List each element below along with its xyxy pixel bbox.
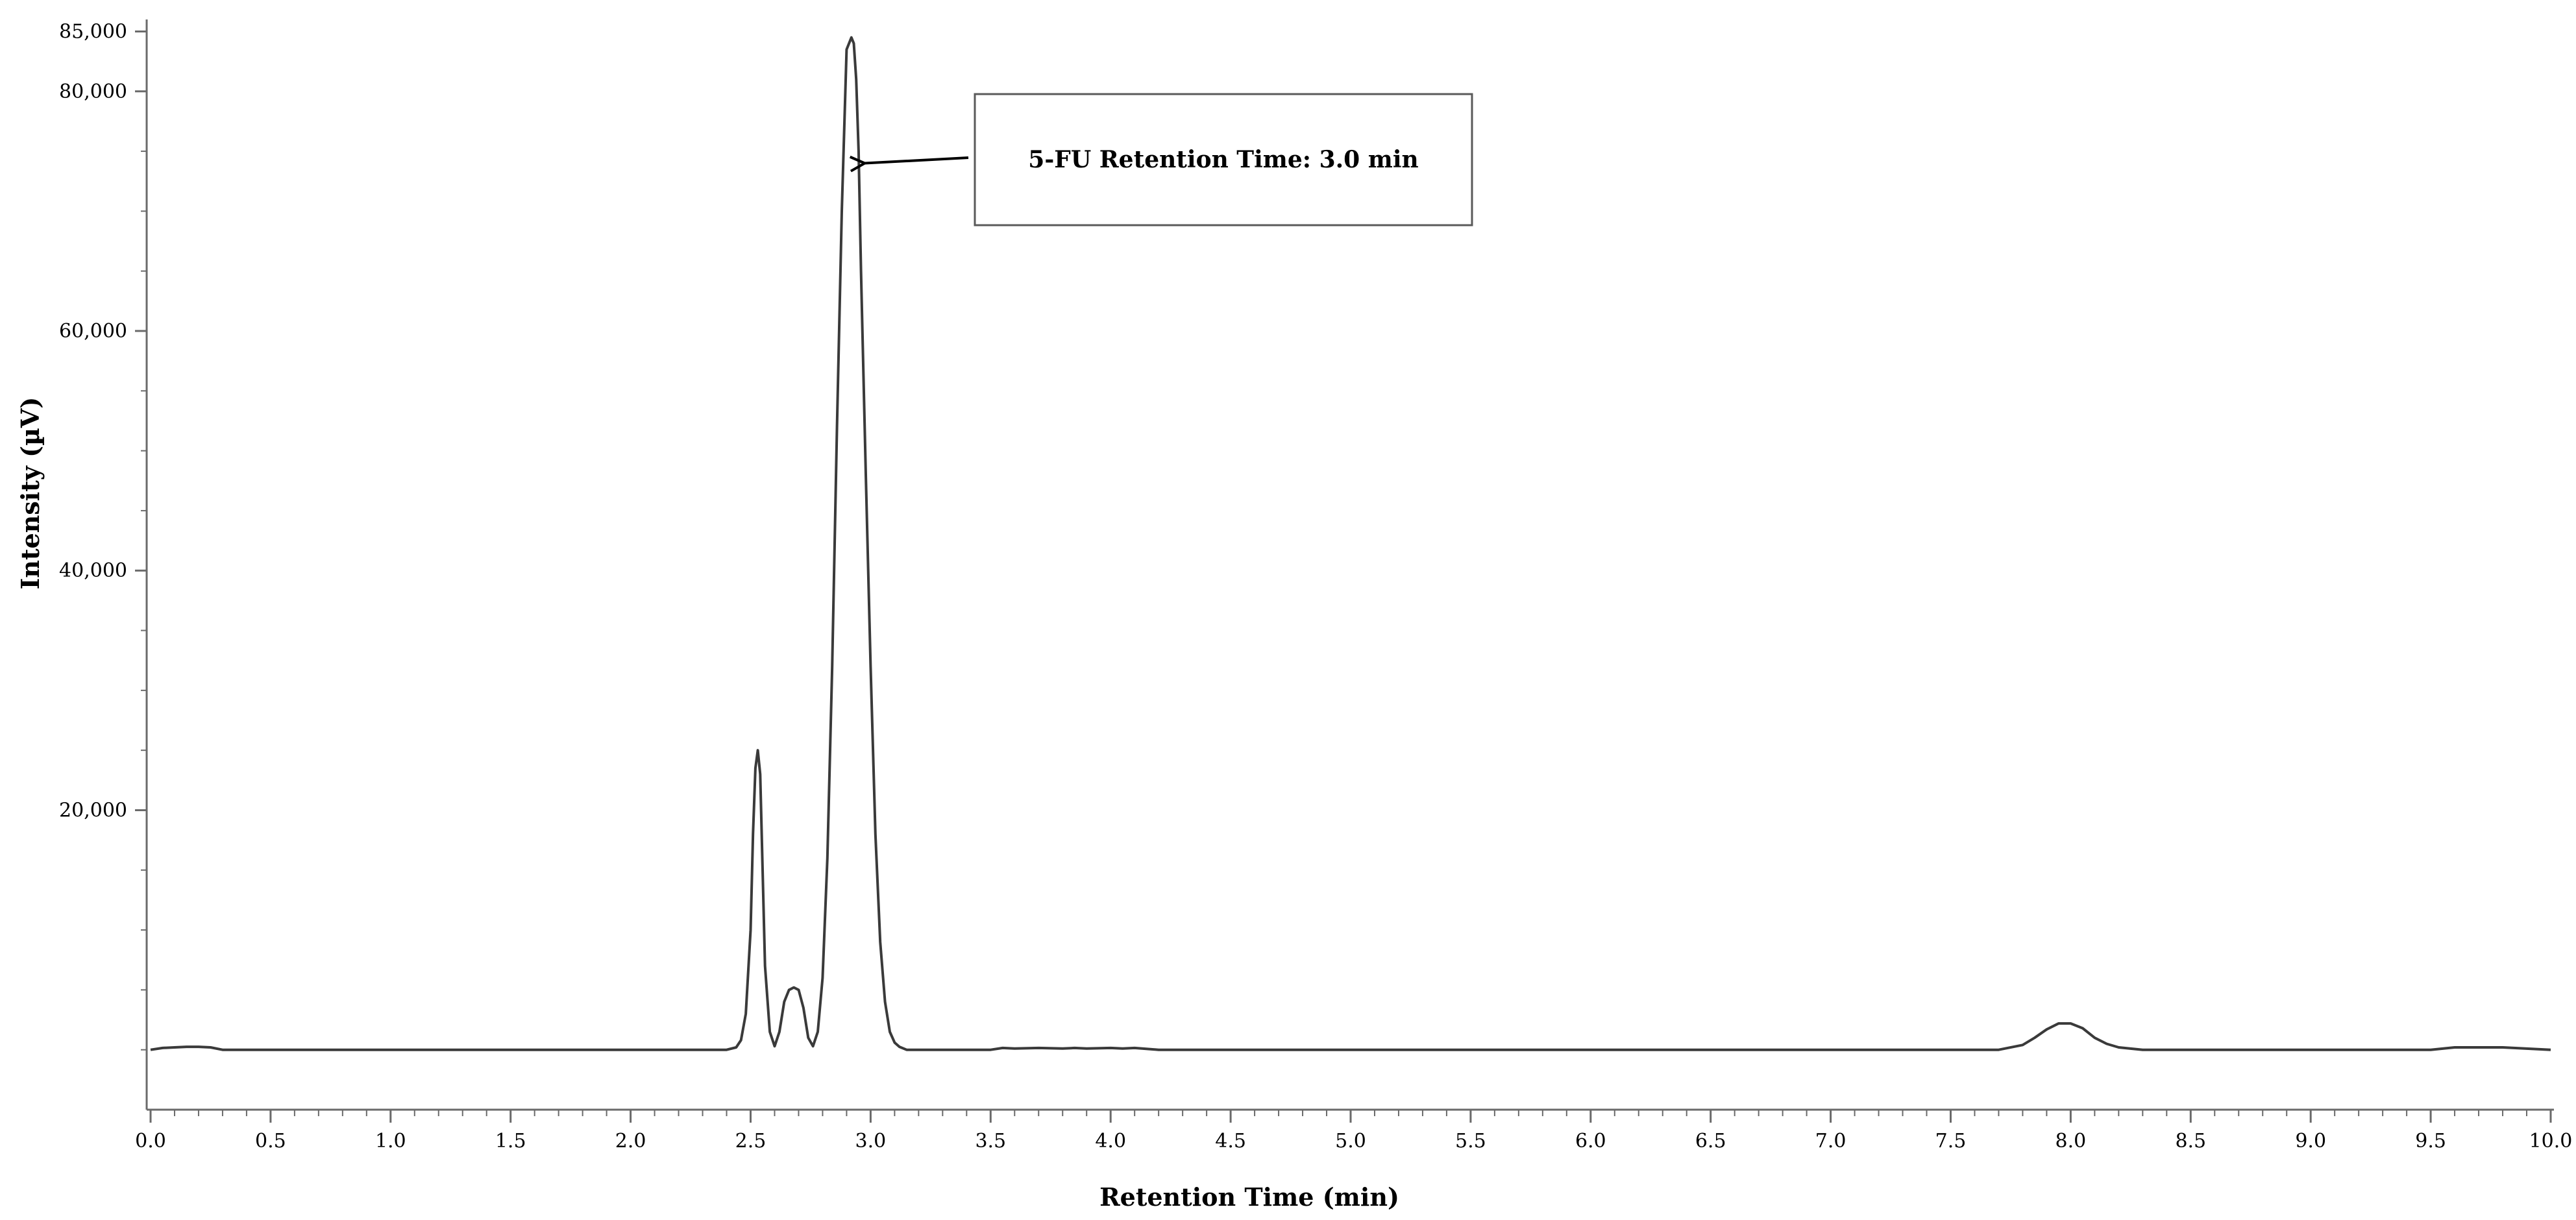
x-axis-title: Retention Time (min) [1099,1182,1399,1212]
y-tick-label: 60,000 [59,320,127,343]
x-tick-label: 1.0 [375,1130,406,1153]
y-tick-label: 40,000 [59,559,127,582]
x-tick-label: 8.0 [2055,1130,2087,1153]
annotation-arrow [865,158,969,164]
y-axis-title: Intensity (µV) [16,397,45,590]
x-tick-label: 5.5 [1455,1130,1486,1153]
x-tick-label: 2.5 [735,1130,767,1153]
x-axis-ticks: 0.0 0.5 1.0 1.5 2.0 2.5 3.0 3.5 4.0 4.5 5.0 5.5 6.0 6… [135,1110,2572,1153]
retention-annotation: 5-FU Retention Time: 3.0 min [865,93,1473,226]
y-tick-label: 85,000 [59,20,127,43]
annotation-box [974,93,1473,226]
x-tick-label: 0.5 [255,1130,286,1153]
x-tick-label: 5.0 [1335,1130,1366,1153]
x-tick-label: 4.5 [1215,1130,1246,1153]
annotation-text: 5-FU Retention Time: 3.0 min [1028,146,1418,173]
y-tick-label: 80,000 [59,80,127,103]
y-axis-ticks: 20,000 40,000 60,000 80,000 85,000 [59,20,147,1051]
x-tick-label: 7.0 [1815,1130,1846,1153]
x-tick-label: 3.5 [975,1130,1006,1153]
x-tick-label: 6.5 [1695,1130,1726,1153]
x-tick-label: 2.0 [615,1130,646,1153]
x-tick-label: 8.5 [2175,1130,2206,1153]
x-tick-label: 10.0 [2529,1130,2573,1153]
x-tick-label: 1.5 [495,1130,526,1153]
x-tick-label: 3.0 [855,1130,887,1153]
x-tick-label: 9.0 [2295,1130,2326,1153]
x-tick-label: 7.5 [1935,1130,1967,1153]
x-tick-label: 0.0 [135,1130,166,1153]
x-tick-label: 9.5 [2415,1130,2446,1153]
y-tick-label: 20,000 [59,799,127,822]
chromatogram-trace [150,36,2551,1051]
x-tick-label: 4.0 [1095,1130,1126,1153]
x-tick-label: 6.0 [1575,1130,1606,1153]
